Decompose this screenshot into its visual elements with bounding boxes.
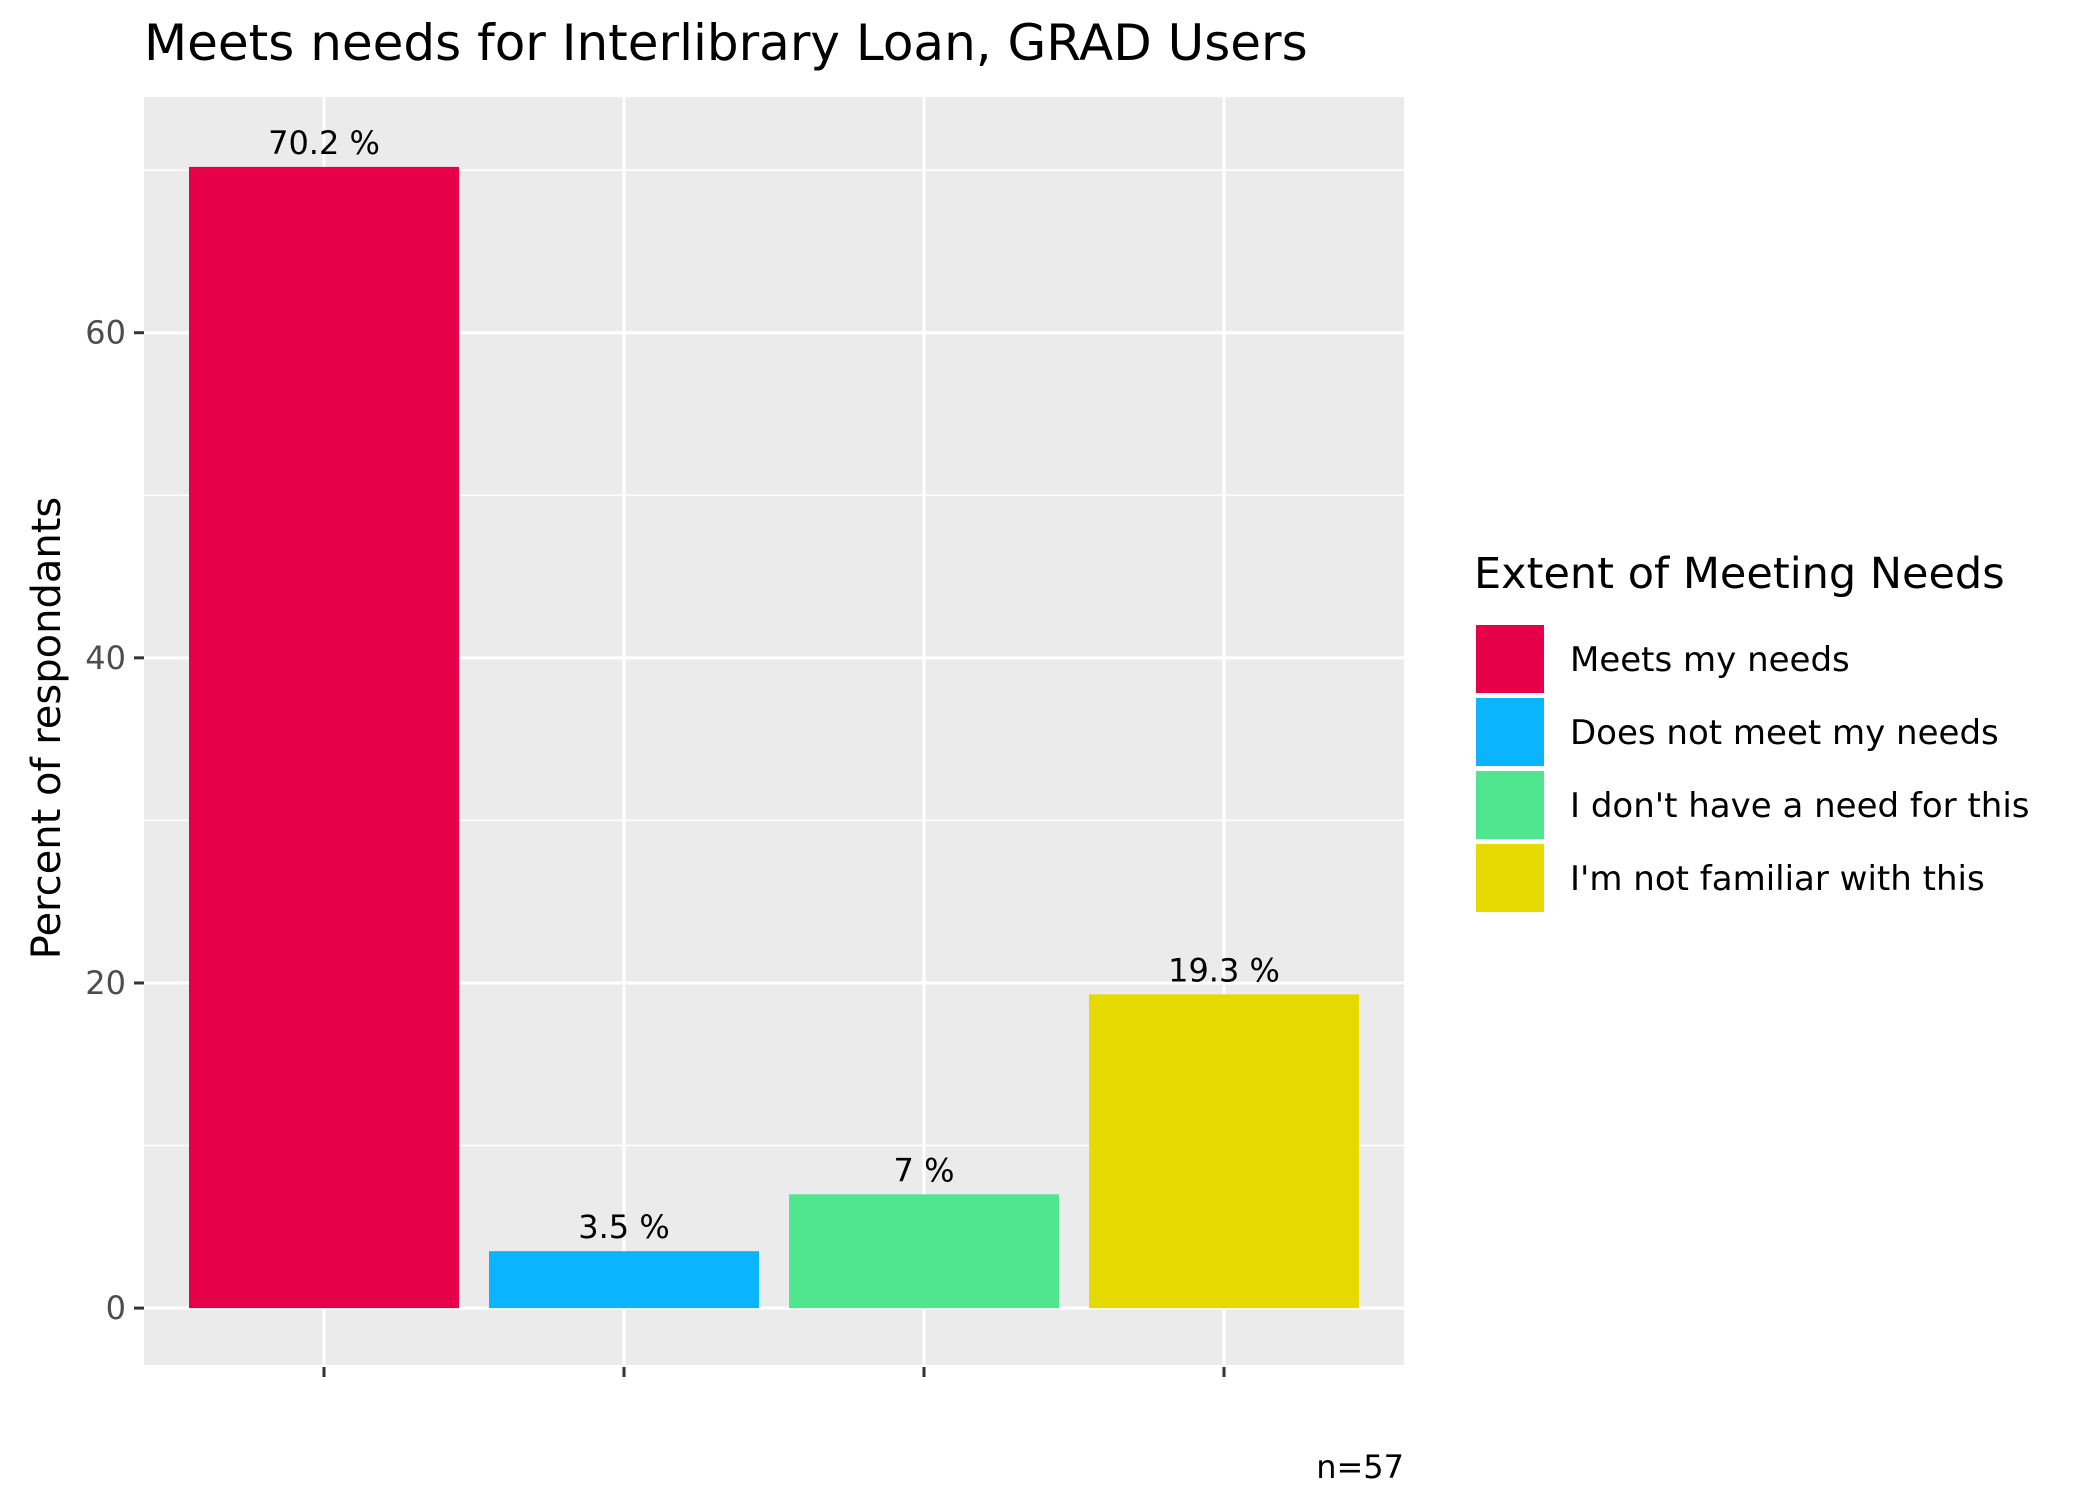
y-tick-label: 40 [85,639,126,677]
legend-label: I don't have a need for this [1570,786,2030,826]
data-label: 70.2 % [268,124,380,162]
legend-label: Meets my needs [1570,640,1850,680]
caption-sample-size: n=57 [1316,1448,1404,1486]
bars [189,166,1359,1309]
legend-swatch [1474,623,1546,695]
legend-title: Extent of Meeting Needs [1474,549,2005,599]
legend-label: Does not meet my needs [1570,713,1999,753]
data-label: 19.3 % [1168,951,1280,989]
bar [489,1251,759,1309]
bar [189,166,459,1309]
y-axis: 0 20 40 60 [85,314,144,1327]
legend-swatch [1474,696,1546,768]
legend-label: I'm not familiar with this [1570,859,1985,899]
legend-swatch [1474,842,1546,914]
data-label: 3.5 % [578,1208,669,1246]
chart-title: Meets needs for Interlibrary Loan, GRAD … [144,14,1308,72]
y-axis-title: Percent of respondants [24,497,70,960]
legend: Extent of Meeting Needs Meets my needs Do… [1474,549,2030,914]
y-tick-label: 0 [106,1289,126,1327]
bar [1089,994,1359,1309]
y-tick-label: 20 [85,964,126,1002]
data-labels: 70.2 % 3.5 % 7 % 19.3 % [268,124,1280,1246]
y-tick-label: 60 [85,314,126,352]
data-label: 7 % [894,1151,955,1189]
legend-swatch [1474,769,1546,841]
bar [789,1194,1059,1309]
x-axis [322,1367,1226,1377]
